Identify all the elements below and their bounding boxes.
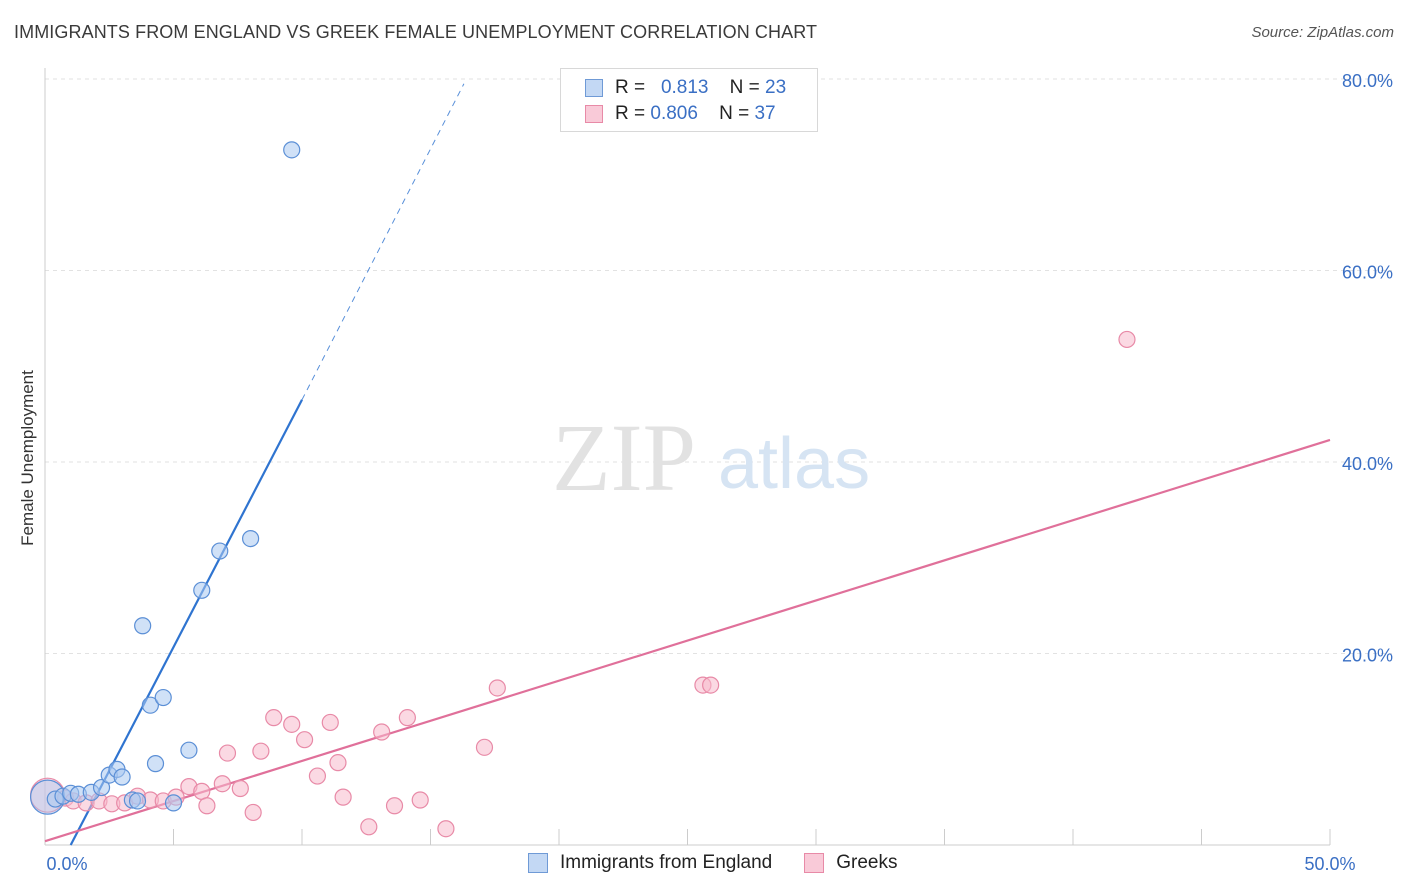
series-legend-greeks[interactable]: Greeks xyxy=(804,852,898,874)
series-legend-england[interactable]: Immigrants from England xyxy=(528,852,772,874)
data-point-greeks xyxy=(218,744,237,762)
data-point-england xyxy=(211,542,229,560)
gridlines xyxy=(45,78,1392,654)
data-point-england xyxy=(164,794,183,812)
legend-n-label: N = xyxy=(729,77,760,98)
data-point-greeks xyxy=(244,803,262,822)
series-label-england: Immigrants from England xyxy=(560,852,773,873)
data-point-greeks xyxy=(198,797,216,815)
data-point-england xyxy=(92,778,111,797)
series-swatch-england xyxy=(528,853,548,873)
legend-r-value: 0.813 xyxy=(660,77,709,98)
data-point-greeks xyxy=(283,715,301,733)
legend-row-england: R = 0.813 N = 23 xyxy=(585,76,786,100)
legend-swatch-england xyxy=(585,79,603,97)
data-point-greeks xyxy=(411,791,429,809)
trend-line-greeks xyxy=(44,438,1331,843)
data-point-england xyxy=(242,529,260,548)
data-point-greeks xyxy=(231,779,249,798)
data-point-greeks xyxy=(252,742,270,760)
legend-swatch-greeks xyxy=(585,105,603,123)
data-point-greeks xyxy=(295,731,314,749)
data-point-england xyxy=(146,755,165,773)
x-tick-label: 0.0% xyxy=(46,854,87,874)
y-tick-label: 60.0% xyxy=(1342,263,1393,283)
tick-labels: 20.0% 40.0% 60.0% 80.0% 0.0% 50.0% xyxy=(46,71,1393,874)
data-points xyxy=(29,141,1136,838)
data-point-greeks xyxy=(329,754,347,772)
source-label: Source: ZipAtlas.com xyxy=(1251,24,1394,41)
data-point-greeks xyxy=(488,679,506,697)
data-point-england xyxy=(141,696,159,714)
data-point-greeks xyxy=(373,723,391,741)
legend-n-value: 23 xyxy=(765,77,787,98)
data-point-greeks xyxy=(398,709,416,727)
watermark-zip: ZIP xyxy=(552,404,696,511)
data-point-greeks xyxy=(385,797,404,815)
series-legend: Immigrants from England Greeks xyxy=(528,852,930,874)
legend-n-value: 37 xyxy=(754,103,776,124)
correlation-legend: R = 0.813 N = 23 R = 0.806 N = 37 xyxy=(560,68,818,132)
legend-row-greeks: R = 0.806 N = 37 xyxy=(585,102,776,126)
series-swatch-greeks xyxy=(804,853,825,873)
data-point-england xyxy=(113,768,131,786)
data-point-greeks xyxy=(213,775,231,793)
legend-n-label: N = xyxy=(719,103,750,124)
data-point-greeks xyxy=(265,709,283,727)
trend-line-extension xyxy=(301,83,465,400)
data-point-greeks xyxy=(308,767,327,785)
watermark: ZIP atlas xyxy=(552,404,870,511)
watermark-atlas: atlas xyxy=(718,424,870,504)
data-point-greeks xyxy=(334,788,352,806)
data-point-greeks xyxy=(321,713,339,732)
y-tick-label: 40.0% xyxy=(1342,454,1393,474)
data-point-england xyxy=(180,741,198,759)
data-point-greeks xyxy=(193,782,211,800)
legend-r-value: 0.806 xyxy=(650,103,698,124)
data-point-england xyxy=(128,792,147,810)
y-tick-label: 80.0% xyxy=(1342,71,1393,91)
data-point-england xyxy=(154,688,172,707)
data-point-greeks xyxy=(702,676,720,694)
data-point-england xyxy=(283,141,301,159)
legend-r-label: R = xyxy=(615,77,646,98)
data-point-england xyxy=(134,617,152,635)
data-point-greeks xyxy=(360,818,378,836)
data-point-england xyxy=(193,581,211,599)
series-label-greeks: Greeks xyxy=(836,852,898,873)
legend-r-label: R = xyxy=(615,103,646,124)
data-point-greeks xyxy=(475,738,494,756)
x-tick-label: 50.0% xyxy=(1304,854,1355,874)
y-tick-label: 20.0% xyxy=(1342,646,1393,666)
data-point-greeks xyxy=(1118,330,1136,349)
axes xyxy=(44,68,1331,846)
data-point-greeks xyxy=(437,820,455,838)
chart-title: IMMIGRANTS FROM ENGLAND VS GREEK FEMALE … xyxy=(14,22,818,42)
